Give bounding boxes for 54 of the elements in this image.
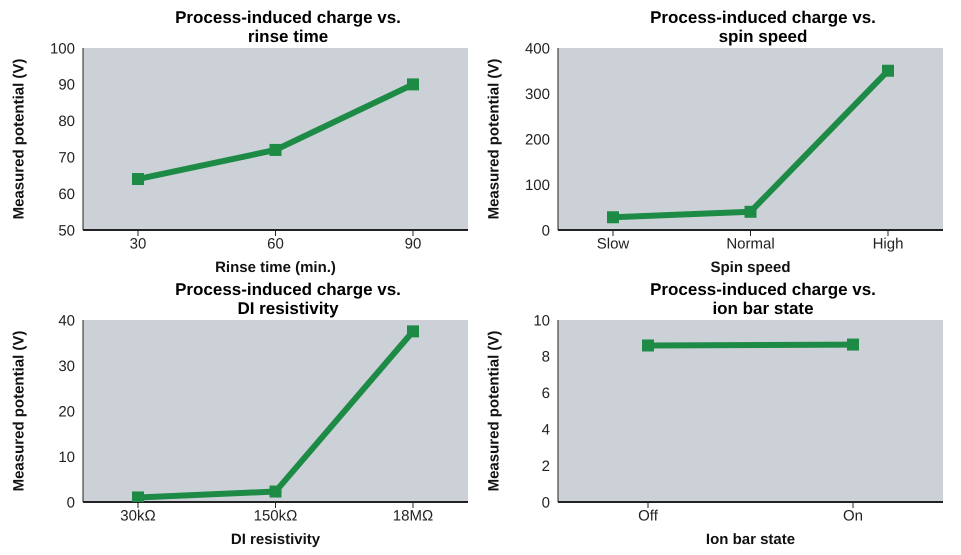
x-tick-label: 18MΩ bbox=[392, 508, 434, 525]
point bbox=[607, 211, 619, 224]
y-tick-label: 100 bbox=[50, 40, 75, 58]
y-tick-label: 70 bbox=[58, 150, 75, 167]
y-tick-label: 50 bbox=[58, 222, 75, 240]
y-axis-title: Measured potential (V) bbox=[10, 330, 28, 492]
y-axis-title: Measured potential (V) bbox=[485, 330, 502, 492]
y-axis-title: Measured potential (V) bbox=[10, 58, 28, 220]
y-tick-label: 10 bbox=[533, 312, 550, 330]
point bbox=[132, 491, 144, 502]
y-tick-label: 60 bbox=[58, 186, 75, 203]
y-tick-label: 6 bbox=[542, 385, 550, 402]
x-tick-label: Off bbox=[638, 508, 659, 525]
y-tick-label: 0 bbox=[66, 494, 75, 512]
x-tick-label: Normal bbox=[726, 236, 775, 253]
y-tick-label: 30 bbox=[58, 358, 75, 375]
x-axis-title: Spin speed bbox=[710, 259, 791, 276]
x-axis-title: Rinse time (min.) bbox=[215, 259, 336, 276]
x-tick-label: High bbox=[872, 236, 904, 253]
chart-title: Process-induced charge vs. rinse time bbox=[174, 8, 402, 46]
y-tick-label: 10 bbox=[58, 448, 75, 466]
y-tick-label: 2 bbox=[542, 458, 550, 475]
y-tick-label: 20 bbox=[58, 403, 75, 420]
y-tick-label: 8 bbox=[542, 348, 550, 366]
y-tick-label: 80 bbox=[58, 113, 75, 130]
x-tick-label: 30kΩ bbox=[120, 508, 156, 525]
y-tick-label: 90 bbox=[58, 76, 75, 94]
point bbox=[132, 173, 144, 186]
x-tick-label: On bbox=[842, 508, 864, 525]
x-tick-label: 150kΩ bbox=[254, 508, 298, 525]
y-tick-label: 4 bbox=[542, 422, 550, 439]
point bbox=[882, 64, 894, 77]
chart-title: Process-induced charge vs. ion bar state bbox=[649, 280, 877, 318]
point bbox=[270, 486, 282, 498]
x-tick-label: 30 bbox=[130, 236, 146, 253]
y-tick-label: 400 bbox=[524, 40, 550, 58]
y-axis-title: Measured potential (V) bbox=[485, 58, 502, 220]
x-axis-title: Ion bar state bbox=[706, 531, 796, 548]
point bbox=[270, 144, 282, 156]
point bbox=[744, 206, 756, 218]
chart-title: Process-induced charge vs. DI resistivity bbox=[174, 280, 402, 318]
x-axis-title: DI resistivity bbox=[230, 531, 321, 548]
y-tick-label: 0 bbox=[542, 494, 550, 512]
x-tick-label: Slow bbox=[596, 236, 630, 253]
y-tick-label: 40 bbox=[58, 312, 75, 330]
x-tick-label: 90 bbox=[404, 236, 422, 253]
x-tick-label: 60 bbox=[267, 236, 284, 253]
chart-title: Process-induced charge vs. spin speed bbox=[649, 8, 877, 46]
point bbox=[407, 325, 419, 338]
y-tick-label: 100 bbox=[524, 176, 550, 194]
point bbox=[407, 78, 419, 90]
y-tick-label: 300 bbox=[524, 86, 550, 103]
y-tick-label: 0 bbox=[542, 222, 550, 240]
y-tick-label: 200 bbox=[524, 131, 550, 148]
